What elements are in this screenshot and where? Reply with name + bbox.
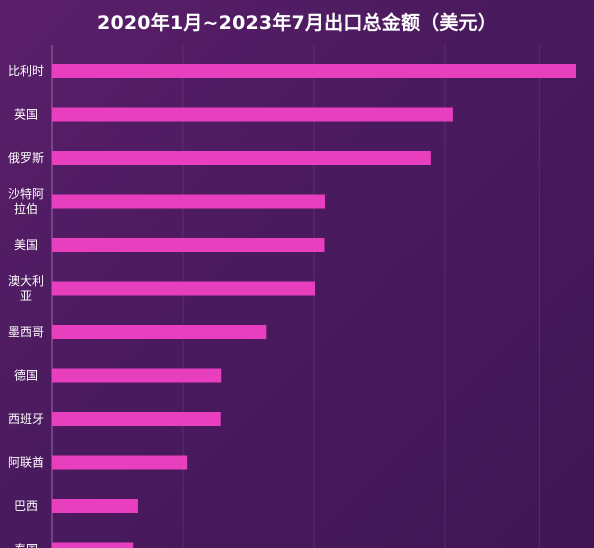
bars <box>52 64 576 548</box>
category-label: 墨西哥 <box>8 325 44 339</box>
category-label: 澳大利亚 <box>8 274 44 303</box>
bar <box>52 64 576 78</box>
category-label: 比利时 <box>8 64 44 78</box>
category-label: 西班牙 <box>8 412 44 426</box>
category-labels: 比利时英国俄罗斯沙特阿拉伯美国澳大利亚墨西哥德国西班牙阿联酋巴西泰国 <box>8 64 44 548</box>
bar <box>52 194 326 209</box>
bar <box>52 325 267 339</box>
category-label: 巴西 <box>14 499 38 513</box>
chart-title: 2020年1月~2023年7月出口总金额（美元） <box>97 12 497 34</box>
category-label: 泰国 <box>14 543 38 548</box>
category-label: 美国 <box>14 238 38 252</box>
bar <box>52 412 221 426</box>
bar <box>52 238 325 252</box>
category-label: 阿联酋 <box>8 455 44 470</box>
category-label: 德国 <box>14 368 38 383</box>
category-label: 沙特阿拉伯 <box>8 186 44 216</box>
bar <box>52 499 138 513</box>
bar <box>52 455 188 470</box>
bar <box>52 542 134 548</box>
bar <box>52 281 316 296</box>
bar <box>52 151 431 165</box>
category-label: 俄罗斯 <box>8 151 44 165</box>
category-label: 英国 <box>14 108 38 122</box>
bar <box>52 368 222 383</box>
bar <box>52 107 453 122</box>
